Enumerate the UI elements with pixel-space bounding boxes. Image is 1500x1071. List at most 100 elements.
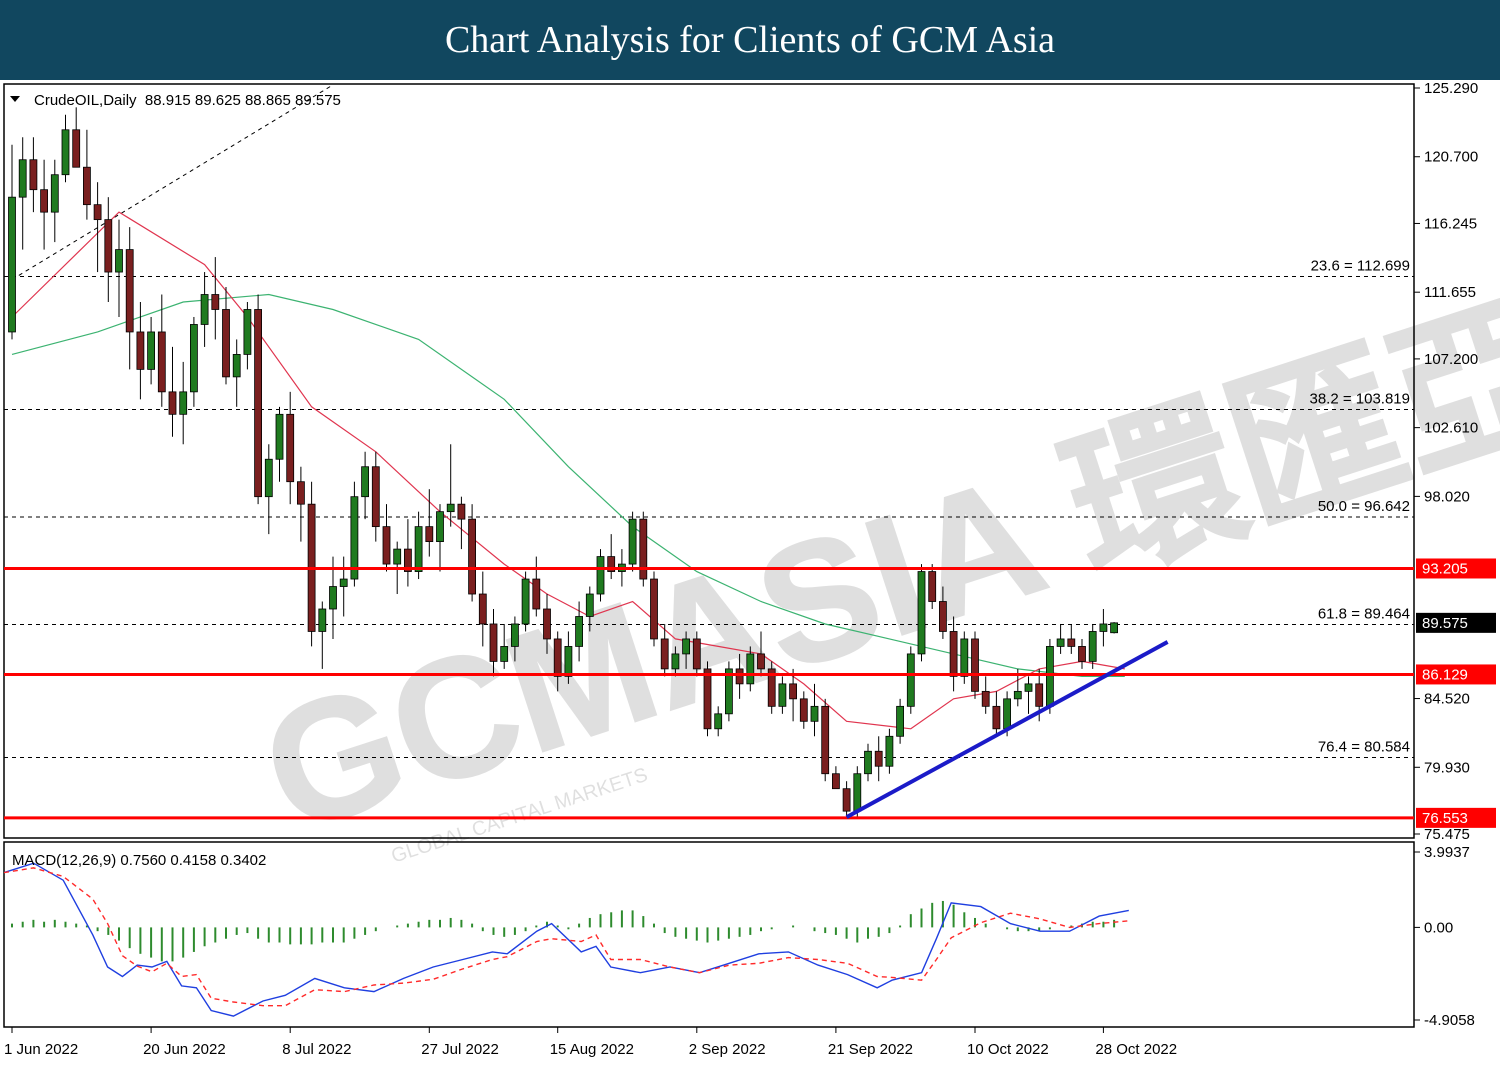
fibonacci-label: 61.8 = 89.464 <box>1318 606 1410 623</box>
candle-body <box>115 249 123 273</box>
candle-body <box>521 578 530 625</box>
candle-body <box>1035 683 1044 707</box>
candle-body <box>928 571 937 602</box>
candle-body <box>393 548 402 565</box>
triangle-down-icon[interactable] <box>10 96 20 102</box>
candle-body <box>200 294 209 325</box>
price-tag <box>1416 664 1496 685</box>
fibonacci-label: 38.2 = 103.819 <box>1309 391 1410 408</box>
date-label: 15 Aug 2022 <box>550 1041 634 1058</box>
candle-body <box>682 638 690 655</box>
candle-body <box>1099 623 1108 632</box>
candle-body <box>607 556 616 572</box>
dashed-trendline <box>11 84 334 280</box>
candle-body <box>1110 622 1118 634</box>
candle-body <box>189 324 198 393</box>
price-tick-label: 111.655 <box>1424 284 1476 301</box>
axes: 93.205 86.129 76.553 125.290 120.700 116.245 1… <box>4 80 1496 1058</box>
candle-body <box>468 518 477 595</box>
candle-body <box>329 586 337 610</box>
price-chart-header-text: CrudeOIL,Daily 88.915 89.625 88.865 89.5… <box>34 92 341 109</box>
macd-line <box>3 862 1129 1017</box>
candle-body <box>714 713 723 730</box>
price-chart: 23.6 = 112.699 38.2 = 103.819 50.0 = 96.64… <box>4 84 1414 820</box>
candle-body <box>254 309 263 498</box>
candle-body <box>1003 698 1011 730</box>
candle-body <box>510 623 519 647</box>
candle-body <box>361 466 370 498</box>
candle-body <box>853 773 862 812</box>
candle-body <box>960 638 969 677</box>
candle-body <box>725 668 733 715</box>
candle-body <box>275 413 284 460</box>
candle-body <box>286 413 295 483</box>
price-tag <box>1416 558 1496 579</box>
candle-body <box>264 458 273 498</box>
candle-body <box>778 683 787 707</box>
date-label: 1 Jun 2022 <box>4 1041 78 1058</box>
price-tick-label: 102.610 <box>1424 420 1478 437</box>
macd-tick-label: 0.00 <box>1424 919 1453 936</box>
candle-body <box>896 705 904 737</box>
candle-body <box>136 331 145 370</box>
candle-body <box>971 638 979 692</box>
candle-body <box>296 481 305 505</box>
candle-body <box>350 496 359 580</box>
candle-body <box>917 571 926 655</box>
date-label: 20 Jun 2022 <box>143 1041 226 1058</box>
page-title: Chart Analysis for Clients of GCM Asia <box>0 0 1500 80</box>
candle-body <box>810 705 819 722</box>
candle-body <box>789 683 797 700</box>
candle-body <box>72 129 81 168</box>
candle-body <box>596 556 605 595</box>
candle-body <box>232 354 241 378</box>
candle-body <box>489 623 498 662</box>
price-tick-label: 120.700 <box>1424 149 1478 166</box>
candle-body <box>799 698 808 722</box>
candle-body <box>543 608 551 640</box>
candle-body <box>553 638 562 677</box>
macd-chart <box>3 862 1129 1017</box>
candle-body <box>757 653 765 670</box>
candle-body <box>125 249 134 333</box>
candle-body <box>832 773 840 790</box>
date-label: 2 Sep 2022 <box>689 1041 766 1058</box>
candle-body <box>211 294 220 310</box>
candle-body <box>939 601 947 632</box>
date-label: 10 Oct 2022 <box>967 1041 1049 1058</box>
candle-body <box>414 526 423 572</box>
candle-body <box>425 526 434 543</box>
candle-body <box>821 705 830 775</box>
candle-body <box>842 788 851 812</box>
candle-body <box>1056 638 1065 647</box>
macd-signal-line <box>3 867 1129 1007</box>
chart-area: GCMASIA 環匯亞洲 GLOBAL CAPITAL MARKETS 23.6… <box>3 80 1500 1058</box>
candle-body <box>949 631 958 677</box>
candle-body <box>1078 646 1086 662</box>
candle-body <box>339 578 348 587</box>
macd-panel-frame <box>3 841 1415 1028</box>
candle-body <box>532 578 541 610</box>
macd-tick-label: 3.9937 <box>1424 844 1470 861</box>
date-label: 8 Jul 2022 <box>282 1041 351 1058</box>
candle-body <box>703 668 712 730</box>
candle-body <box>746 653 755 685</box>
candle-body <box>18 159 27 198</box>
candle-body <box>179 391 188 415</box>
candle-body <box>981 690 990 707</box>
candle-body <box>992 705 1001 730</box>
rising-trendline <box>845 640 1169 819</box>
candle-body <box>93 204 102 221</box>
candle-body <box>639 518 648 580</box>
candle-body <box>61 129 70 176</box>
macd-tick-label: -4.9058 <box>1424 1012 1475 1029</box>
candle-body <box>147 331 156 370</box>
fibonacci-label: 76.4 = 80.584 <box>1318 738 1410 755</box>
candle-body <box>457 503 466 520</box>
candle-body <box>40 189 48 213</box>
price-tick-label: 125.290 <box>1424 80 1478 97</box>
candle-body <box>1067 638 1076 647</box>
candle-body <box>906 653 915 707</box>
candle-body <box>436 511 444 543</box>
price-tick-label: 107.200 <box>1424 351 1478 368</box>
